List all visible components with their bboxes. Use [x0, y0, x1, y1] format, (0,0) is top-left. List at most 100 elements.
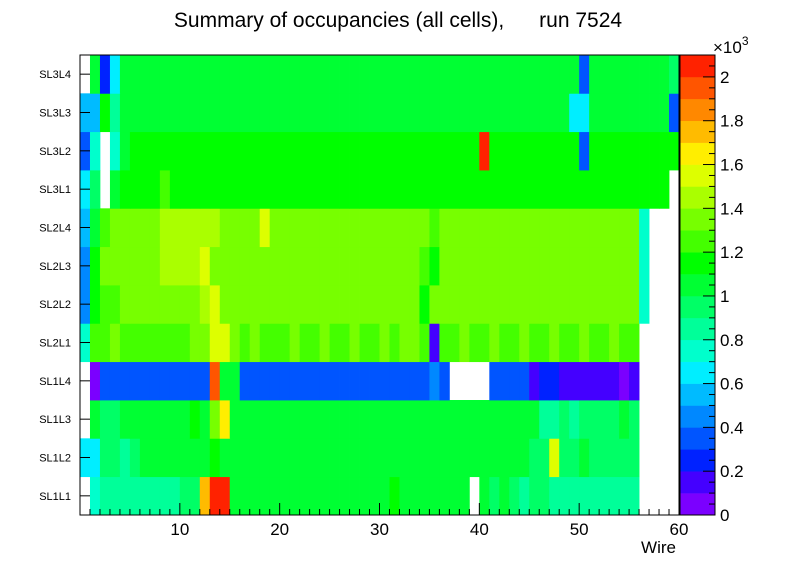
heatmap-cell	[579, 131, 590, 171]
heatmap-cell	[209, 285, 221, 324]
heatmap-cell	[609, 361, 620, 401]
heatmap-cell	[319, 246, 330, 286]
heatmap-cell	[179, 438, 191, 478]
heatmap-cell	[339, 170, 350, 209]
heatmap-cell	[319, 131, 330, 171]
heatmap-cell	[579, 400, 590, 439]
heatmap-cell	[479, 476, 490, 516]
heatmap-cell	[379, 476, 390, 516]
heatmap-cell	[349, 361, 360, 401]
color-scale-swatch	[680, 120, 715, 143]
heatmap-cell	[119, 323, 131, 363]
heatmap-cell	[179, 361, 191, 401]
heatmap-cell	[259, 131, 271, 171]
heatmap-cell	[109, 476, 121, 516]
heatmap-cell	[499, 170, 510, 209]
heatmap-cell	[659, 131, 670, 171]
heatmap-cell	[159, 246, 171, 286]
heatmap-cell	[519, 131, 530, 171]
heatmap-cell	[169, 170, 181, 209]
heatmap-cell	[219, 170, 231, 209]
heatmap-cell	[639, 170, 650, 209]
heatmap-cell	[549, 438, 560, 478]
heatmap-cell	[609, 246, 620, 286]
heatmap-cell	[539, 246, 550, 286]
heatmap-cell	[399, 476, 410, 516]
heatmap-cell	[419, 131, 430, 171]
heatmap-cell	[319, 400, 330, 439]
heatmap-cell	[199, 476, 211, 516]
heatmap-cell	[489, 131, 500, 171]
heatmap-cell	[559, 438, 570, 478]
heatmap-cell	[529, 323, 540, 363]
heatmap-cell	[409, 323, 420, 363]
heatmap-cell	[359, 400, 370, 439]
heatmap-cell	[289, 476, 301, 516]
heatmap-cell	[279, 400, 291, 439]
heatmap-cell	[89, 323, 101, 363]
heatmap-cell	[329, 323, 340, 363]
heatmap-cell	[249, 170, 261, 209]
heatmap-cell	[169, 361, 181, 401]
heatmap-cell	[529, 438, 540, 478]
heatmap-cell	[359, 476, 370, 516]
heatmap-cell	[559, 285, 570, 324]
heatmap-cell	[329, 285, 340, 324]
heatmap-cell	[159, 476, 171, 516]
heatmap-cell	[309, 323, 320, 363]
heatmap-cell	[549, 93, 560, 133]
heatmap-cell	[569, 170, 580, 209]
heatmap-cell	[629, 476, 640, 516]
y-tick-label: SL3L3	[39, 108, 71, 120]
heatmap-cell	[99, 323, 111, 363]
heatmap-cell	[369, 55, 380, 94]
heatmap-cell	[299, 400, 311, 439]
heatmap-cell	[309, 208, 320, 248]
heatmap-cell	[449, 400, 460, 439]
heatmap-cell	[279, 361, 291, 401]
heatmap-cell	[179, 476, 191, 516]
heatmap-cell	[409, 400, 420, 439]
heatmap-cell	[599, 285, 610, 324]
heatmap-cell	[159, 170, 171, 209]
heatmap-cell	[189, 131, 201, 171]
heatmap-cell	[449, 323, 460, 363]
heatmap-cell	[99, 476, 111, 516]
heatmap-cell	[139, 55, 151, 94]
heatmap-cell	[159, 131, 171, 171]
heatmap-cell	[509, 285, 520, 324]
heatmap-cell	[289, 131, 301, 171]
heatmap-cell	[589, 285, 600, 324]
heatmap-cell	[439, 93, 450, 133]
heatmap-cell	[329, 361, 340, 401]
heatmap-cell	[99, 246, 111, 286]
heatmap-cell	[249, 361, 261, 401]
heatmap-cell	[449, 208, 460, 248]
heatmap-cell	[239, 285, 251, 324]
heatmap-cell	[559, 400, 570, 439]
heatmap-cell	[89, 208, 101, 248]
heatmap-cell	[159, 361, 171, 401]
heatmap-cell	[449, 246, 460, 286]
heatmap-cell	[429, 400, 440, 439]
heatmap-cell	[639, 55, 650, 94]
heatmap-cell	[409, 170, 420, 209]
heatmap-cell	[319, 208, 330, 248]
heatmap-cell	[389, 55, 400, 94]
heatmap-cell	[489, 438, 500, 478]
heatmap-cell	[329, 246, 340, 286]
chart-title: Summary of occupancies (all cells), run …	[174, 9, 623, 32]
heatmap-cell	[349, 438, 360, 478]
heatmap-cell	[439, 400, 450, 439]
heatmap-cell	[419, 361, 430, 401]
color-scale-swatch	[680, 55, 715, 78]
heatmap-cell	[619, 55, 630, 94]
heatmap-cell	[149, 361, 161, 401]
heatmap-cell	[459, 208, 470, 248]
heatmap-cell	[629, 246, 640, 286]
heatmap-cell	[199, 131, 211, 171]
x-tick-label: 30	[370, 520, 389, 539]
color-scale-swatch	[680, 449, 715, 472]
heatmap-cell	[429, 170, 440, 209]
x-axis: 10 20 30 40 50 60	[89, 503, 688, 539]
